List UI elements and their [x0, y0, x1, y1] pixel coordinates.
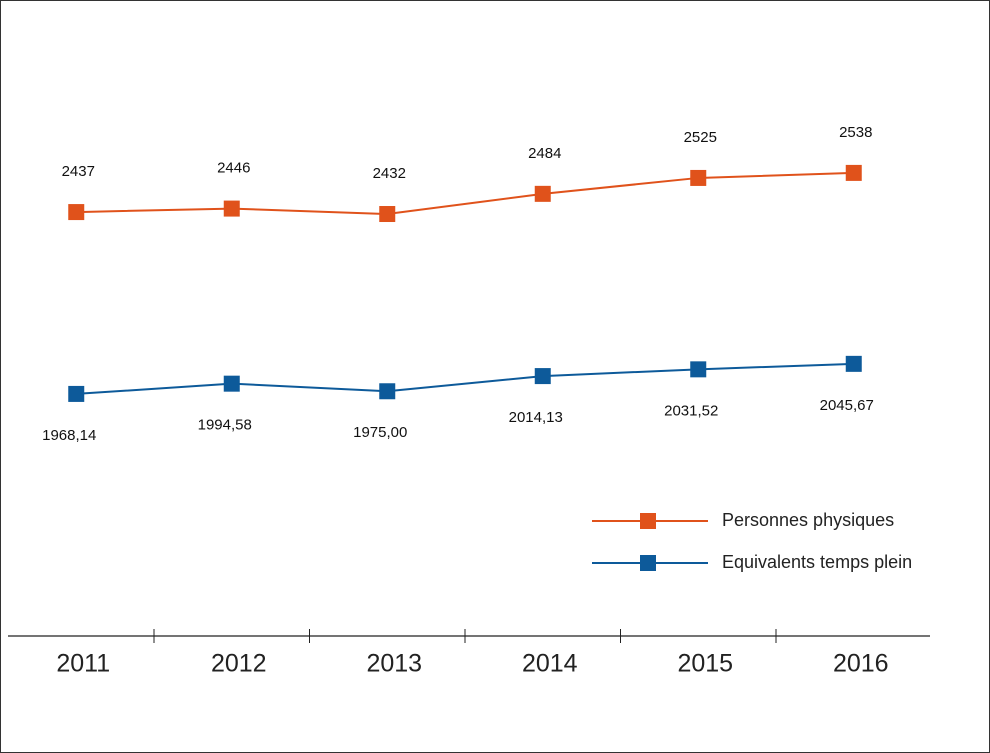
- data-label: 2045,67: [820, 397, 874, 414]
- legend-label: Personnes physiques: [722, 510, 894, 530]
- point-marker: [534, 368, 551, 385]
- x-tick-label: 2012: [211, 650, 267, 678]
- data-label: 2484: [528, 145, 561, 162]
- legend-label: Equivalents temps plein: [722, 552, 912, 572]
- data-label: 2525: [684, 129, 717, 146]
- data-label: 1994,58: [198, 417, 252, 434]
- point-marker: [223, 200, 240, 217]
- data-label: 2446: [217, 160, 250, 177]
- point-marker: [68, 385, 85, 402]
- series-line: [76, 362, 854, 395]
- x-tick-label: 2011: [56, 650, 110, 678]
- point-marker: [534, 185, 551, 202]
- data-label: 2031,52: [664, 402, 718, 419]
- x-tick-label: 2016: [833, 650, 889, 678]
- point-marker: [379, 383, 396, 400]
- point-marker: [845, 355, 862, 372]
- point-marker: [845, 164, 862, 181]
- data-label: 2437: [62, 163, 95, 180]
- legend-marker: [640, 555, 656, 571]
- x-tick-label: 2014: [522, 650, 578, 678]
- series-line: [76, 171, 854, 216]
- x-tick-label: 2013: [366, 650, 422, 678]
- point-marker: [68, 204, 85, 221]
- legend-marker: [640, 513, 656, 529]
- point-marker: [690, 361, 707, 378]
- data-label: 1968,14: [42, 427, 96, 444]
- x-tick-label: 2015: [677, 650, 733, 678]
- point-marker: [223, 375, 240, 392]
- data-label: 2014,13: [509, 409, 563, 426]
- data-label: 2432: [373, 165, 406, 182]
- point-marker: [690, 169, 707, 186]
- data-label: 1975,00: [353, 424, 407, 441]
- point-marker: [379, 206, 396, 223]
- data-label: 2538: [839, 124, 872, 141]
